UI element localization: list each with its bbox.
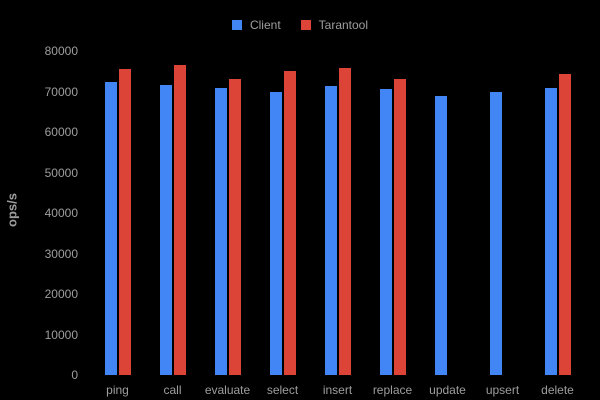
y-axis-tick-label: 0 (71, 368, 78, 382)
y-axis-tick-label: 50000 (44, 165, 78, 180)
bar-client-upsert[interactable] (489, 91, 502, 375)
bar-tarantool-ping[interactable] (118, 69, 131, 375)
legend-item-client[interactable]: Client (231, 18, 281, 32)
x-axis-label-replace: replace (372, 383, 413, 397)
legend-label: Client (249, 18, 281, 32)
y-axis-tick-label: 70000 (44, 84, 78, 99)
y-axis-tick-label: 80000 (44, 44, 78, 58)
legend-swatch-client (231, 20, 242, 30)
y-axis-tick-label: 60000 (44, 125, 78, 139)
x-axis-label-call: call (163, 383, 182, 397)
x-axis-label-upsert: upsert (485, 383, 520, 397)
y-axis-tick-label: 40000 (44, 206, 78, 220)
bar-tarantool-call[interactable] (173, 65, 186, 375)
x-axis-label-insert: insert (322, 383, 353, 397)
bar-tarantool-select[interactable] (283, 70, 296, 375)
legend-label: Tarantool (318, 18, 369, 32)
bar-client-ping[interactable] (104, 82, 117, 375)
chart-legend: Client Tarantool (0, 19, 600, 31)
bar-tarantool-evaluate[interactable] (228, 79, 241, 375)
bar-tarantool-insert[interactable] (338, 68, 351, 375)
x-axis-label-ping: ping (106, 383, 129, 397)
bar-client-delete[interactable] (544, 88, 557, 375)
x-axis-label-select: select (266, 383, 299, 397)
x-axis-label-delete: delete (541, 383, 574, 397)
bar-client-insert[interactable] (324, 86, 337, 375)
bar-client-select[interactable] (269, 92, 282, 375)
bar-tarantool-replace[interactable] (393, 78, 406, 375)
y-axis-tick-label: 10000 (44, 327, 78, 342)
x-axis-label-update: update (429, 383, 466, 397)
bar-client-call[interactable] (159, 85, 172, 375)
bar-client-replace[interactable] (379, 89, 392, 375)
bar-tarantool-delete[interactable] (558, 73, 571, 375)
bar-client-update[interactable] (434, 95, 447, 375)
x-axis-label-evaluate: evaluate (204, 383, 251, 397)
legend-item-tarantool[interactable]: Tarantool (300, 18, 369, 32)
bar-client-evaluate[interactable] (214, 88, 227, 375)
y-axis-tick-label: 30000 (44, 246, 78, 261)
legend-swatch-tarantool (300, 20, 311, 30)
y-axis-tick-label: 20000 (44, 287, 78, 301)
